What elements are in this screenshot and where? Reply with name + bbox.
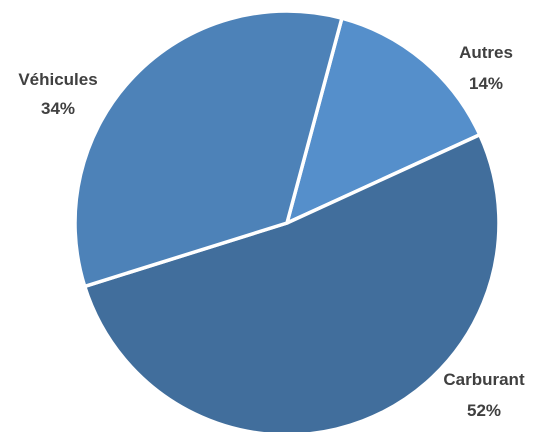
slice-label-percent: 52% [467, 401, 501, 420]
pie-slice-autres [284, 16, 483, 227]
slice-label-category: Véhicules [18, 70, 97, 89]
pie-slice-v-hicules [73, 9, 345, 289]
slice-label-percent: 14% [469, 74, 503, 93]
pie-slice-carburant [82, 132, 501, 432]
slice-label-category: Carburant [443, 370, 525, 389]
labels-layer: Autres 14% Carburant 52% Véhicules 34% [18, 43, 525, 420]
slices-layer [73, 9, 501, 432]
slice-label-percent: 34% [41, 99, 75, 118]
slice-label-category: Autres [459, 43, 513, 62]
